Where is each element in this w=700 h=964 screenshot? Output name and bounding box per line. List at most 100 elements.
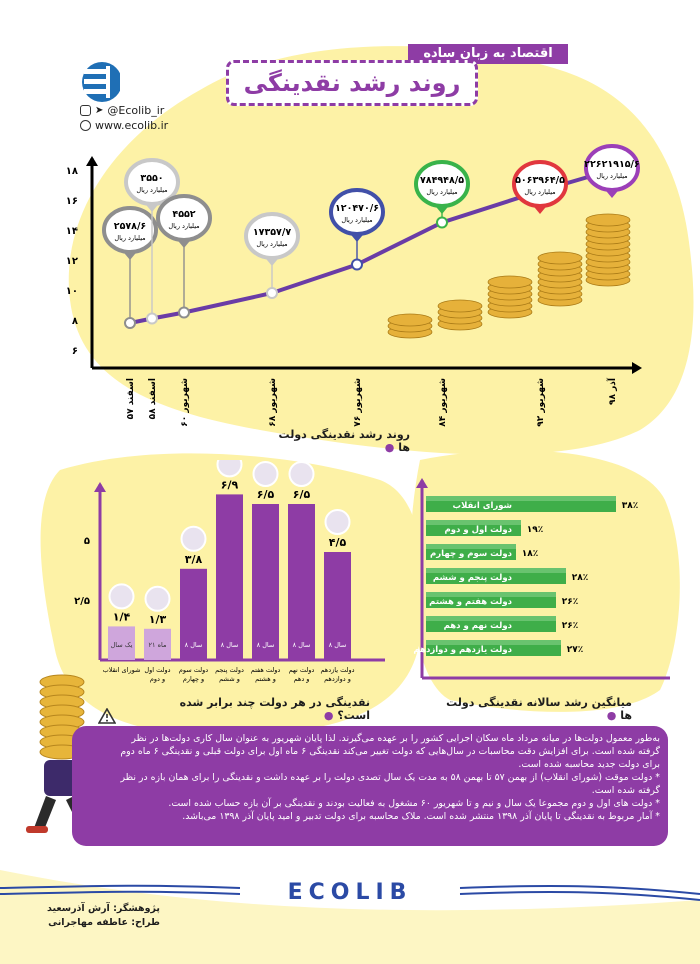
telegram-icon: ➤: [95, 105, 104, 116]
value-bubble: [584, 144, 640, 192]
bar: [324, 552, 351, 660]
bar-value-label: ۱/۳: [149, 613, 167, 626]
hbar-highlight: [426, 592, 556, 597]
data-point: [124, 317, 136, 329]
instagram-icon: [80, 105, 91, 116]
x-tick-label: دولت نهم: [289, 666, 315, 674]
hbar-highlight: [426, 568, 566, 573]
bar-value-label: ۶/۵: [293, 488, 311, 501]
value-bubble: [102, 206, 158, 254]
hbar-category-label: دولت هفتم و هشتم: [429, 597, 512, 607]
government-portrait: [144, 585, 171, 612]
bar-duration-label: یک سال: [111, 641, 133, 649]
hbar-value-label: ۲۷٪: [567, 645, 583, 655]
hbar-value-label: ۱۹٪: [527, 525, 543, 535]
bar-value-label: ۴/۵: [329, 536, 347, 549]
hbar-value-label: ۱۸٪: [522, 549, 538, 559]
notes-box: [72, 726, 668, 846]
government-portrait: [180, 525, 207, 552]
bar-value-label: ۱/۴: [113, 610, 131, 623]
data-label-unit: میلیارد ریال: [596, 172, 627, 180]
hbar-category-label: شورای انقلاب: [453, 501, 512, 511]
bar: [288, 504, 315, 660]
hbar-category-label: دولت یازدهم و دوازدهم: [413, 645, 512, 655]
x-tick-label: دولت سوم: [179, 666, 208, 674]
hbar-value-label: ۲۸٪: [572, 573, 588, 583]
data-label-unit: میلیارد ریال: [136, 186, 167, 194]
hbar-highlight: [426, 616, 556, 621]
hbar-value-label: ۲۶٪: [562, 597, 578, 607]
data-label-unit: میلیارد ریال: [168, 222, 199, 230]
website-link[interactable]: www.ecolib.ir: [95, 119, 169, 132]
ecolib-logo: [80, 60, 122, 120]
y-tick-label: ۶: [72, 346, 78, 357]
bar-duration-label: ۲۱ ماه: [149, 641, 167, 649]
y-tick-label: ۱۲: [66, 256, 78, 267]
bar-duration-label: ۸ سال: [293, 641, 311, 649]
bar-value-label: ۶/۹: [221, 478, 239, 491]
y-tick-label: ۸: [72, 316, 78, 327]
government-portrait: [288, 461, 315, 487]
hbar-category-label: دولت اول و دوم: [445, 525, 513, 535]
data-point: [146, 312, 158, 325]
value-bubble: [329, 188, 385, 236]
y-tick-label: ۱۶: [66, 196, 78, 207]
page-title: روند رشد نقدینگی: [226, 60, 478, 106]
government-portrait: [108, 583, 135, 610]
x-tick-label: و دوازدهم: [324, 675, 351, 683]
bar-value-label: ۶/۵: [257, 488, 275, 501]
x-tick-label: دولت یازدهم: [320, 666, 354, 674]
footer-lines: [0, 884, 700, 901]
bar: [216, 494, 243, 660]
bar-duration-label: ۸ سال: [221, 641, 239, 649]
data-label-unit: میلیارد ریال: [114, 234, 145, 242]
x-tick-label: شورای انقلاب: [103, 666, 141, 674]
value-bubble: [244, 212, 300, 260]
data-point: [178, 306, 190, 319]
social-row: ➤ @Ecolib_ir: [80, 104, 164, 117]
x-tick-label: و چهارم: [183, 675, 204, 683]
hbar-chart-legend: میانگین رشد سالانه نقدینگی دولت ها ●: [446, 696, 632, 722]
bar: [180, 568, 207, 660]
data-label: ۲۵۷۸/۶: [114, 221, 146, 232]
hbar-highlight: [426, 520, 521, 525]
data-label: ۴۵۵۲: [172, 209, 195, 220]
hbar-category-label: دولت سوم و چهارم: [430, 549, 513, 559]
hbar-value-label: ۳۸٪: [622, 501, 638, 511]
bar-chart: ۲/۵ ۵ ۱/۴ یک سال شورای انقلاب ۱/۳ ۲۱ ماه دولت ا…: [74, 460, 385, 683]
x-tick-label: دولت هفتم: [251, 666, 281, 674]
bar: [144, 628, 171, 660]
data-label-unit: میلیارد ریال: [256, 240, 287, 248]
bar: [252, 504, 279, 660]
hbar-highlight: [426, 496, 616, 501]
line-chart-legend: روند رشد نقدینگی دولت ها ●: [278, 428, 410, 454]
social-handle: @Ecolib_ir: [107, 104, 165, 117]
hbar-category-label: دولت پنجم و ششم: [433, 573, 513, 583]
x-tick-label: اسفند ۵۸: [148, 378, 158, 419]
y-axis-arrow: [86, 156, 98, 166]
data-point: [351, 258, 363, 271]
y-tick-label: ۱۴: [66, 226, 78, 237]
hbar-highlight: [426, 544, 516, 549]
bar: [108, 626, 135, 660]
value-bubble: [414, 160, 470, 208]
coin: [487, 275, 533, 289]
coin: [537, 251, 583, 265]
y-tick-label: ۱۸: [66, 166, 78, 177]
government-portrait: [324, 509, 351, 535]
coin: [437, 299, 483, 313]
note-paragraph: * دولت موقت (شورای انقلاب) از بهمن ۵۷ تا…: [120, 772, 660, 796]
line-chart: ۶ ۸ ۱۰ ۱۲ ۱۴ ۱۶ ۱۸ ۲۵۷۸/۶ میلیارد ریال ۳۵۵۰ میلیار…: [66, 144, 642, 427]
x-tick-label: و دهم: [294, 675, 310, 683]
y-tick-label: ۱۰: [66, 286, 78, 297]
footer-researcher: پژوهشگر: آرش آذرسعید: [47, 903, 160, 914]
data-point: [266, 287, 278, 299]
x-tick-label: شهریور ۶۸: [268, 378, 278, 427]
data-point: [436, 216, 448, 229]
note-paragraph: * آمار مربوط به نقدینگی تا پایان آذر ۱۳۹…: [182, 811, 660, 822]
government-portrait: [216, 460, 243, 478]
warning-icon: [97, 707, 117, 724]
bar-duration-label: ۸ سال: [257, 641, 275, 649]
x-tick-label: دولت اول: [144, 666, 170, 674]
data-label-unit: میلیارد ریال: [426, 188, 457, 196]
